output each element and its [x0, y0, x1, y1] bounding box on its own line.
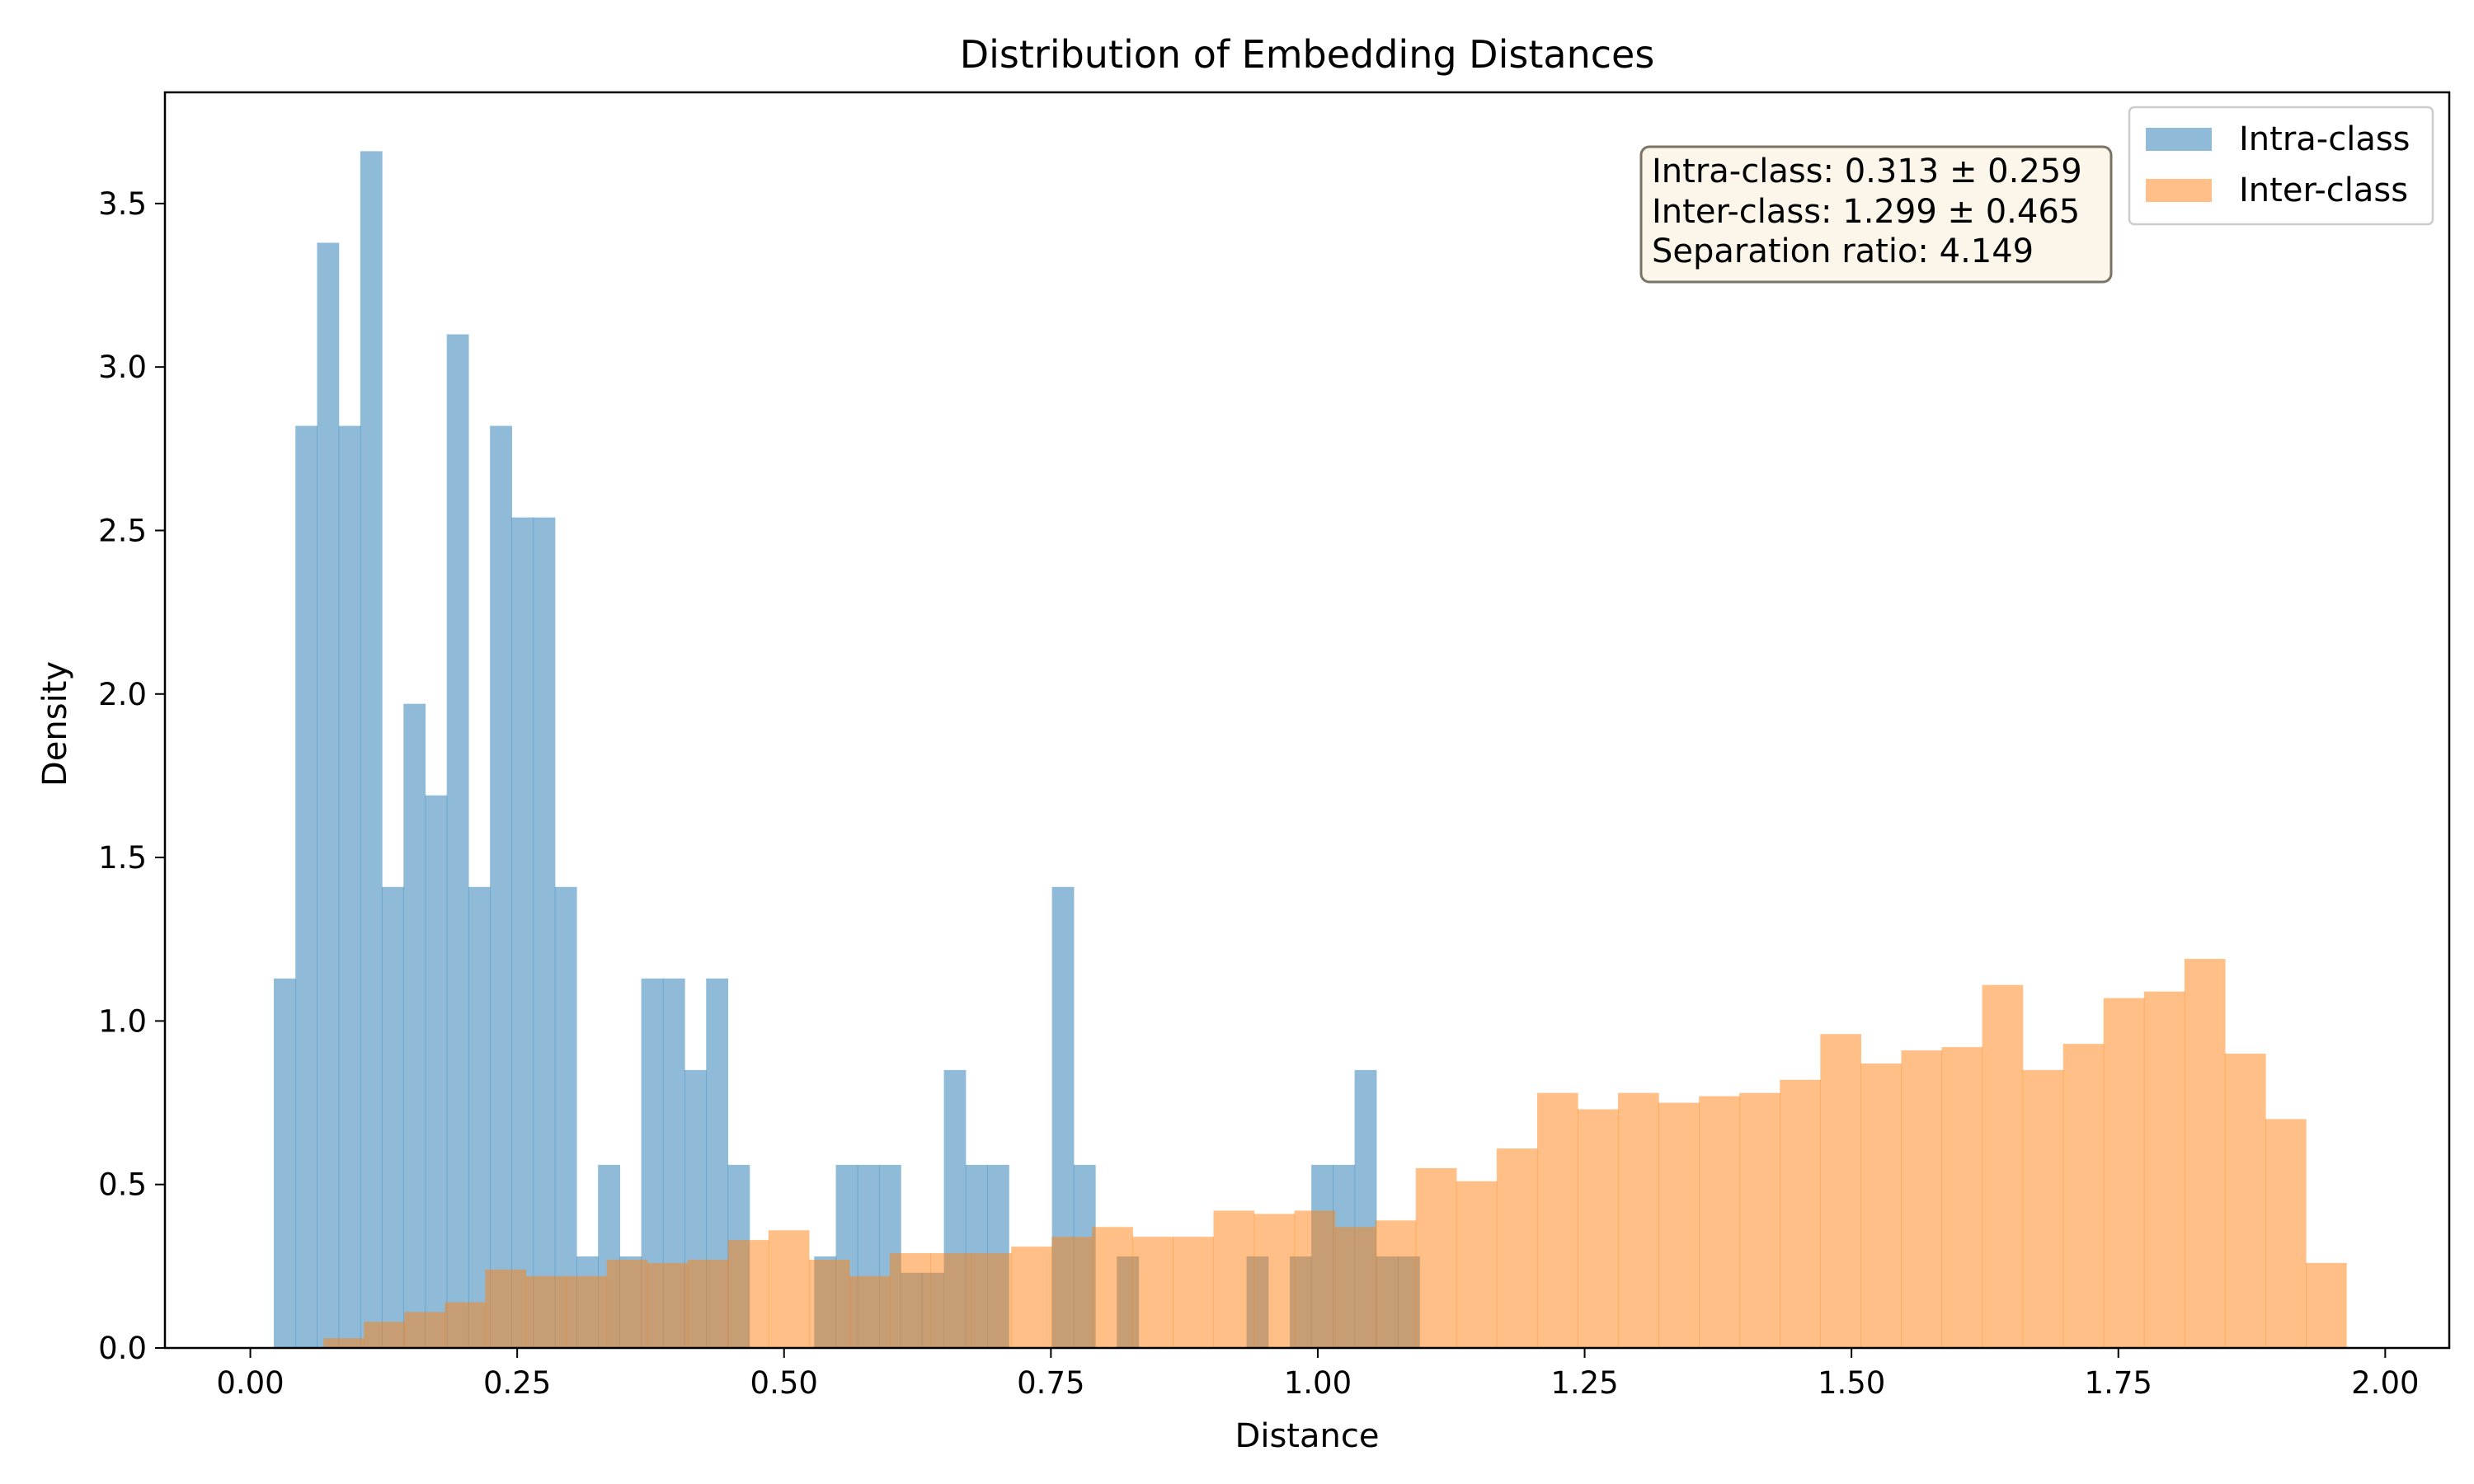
inter-class-bar: [323, 1338, 365, 1348]
inter-class-bar: [727, 1240, 769, 1348]
inter-class-bar: [1375, 1220, 1417, 1348]
inter-class-bar: [1132, 1237, 1174, 1348]
intra-class-bar: [425, 795, 448, 1348]
inter-class-bar: [2062, 1044, 2105, 1348]
inter-class-bar: [485, 1269, 527, 1348]
intra-class-bar: [317, 242, 340, 1348]
intra-class-bar: [511, 517, 534, 1348]
inter-class-bar: [2265, 1119, 2307, 1348]
inter-class-bar: [1901, 1050, 1943, 1348]
y-tick-label: 1.0: [98, 1003, 147, 1039]
legend-swatch-inter-class: [2146, 179, 2212, 202]
inter-class-bar: [930, 1252, 971, 1348]
x-tick-label: 0.25: [483, 1365, 551, 1401]
inter-class-bar: [1415, 1167, 1457, 1348]
inter-class-bar: [1739, 1092, 1780, 1348]
x-tick-label: 1.50: [1818, 1365, 1885, 1401]
inter-class-bar: [2143, 991, 2185, 1348]
y-tick-label: 2.5: [98, 513, 147, 548]
x-tick-label: 1.75: [2085, 1365, 2152, 1401]
intra-class-bar: [533, 517, 556, 1348]
inter-class-bar: [1577, 1109, 1619, 1348]
inter-class-bar: [364, 1322, 405, 1348]
inter-class-bars: [323, 959, 2347, 1348]
inter-class-bar: [1820, 1034, 1862, 1348]
x-tick-label: 0.50: [750, 1365, 818, 1401]
intra-class-bar: [338, 425, 361, 1348]
legend: Intra-class Inter-class: [2128, 106, 2434, 226]
stats-line-intra: Intra-class: 0.313 ± 0.259: [1652, 153, 2082, 190]
y-tick-label: 1.5: [98, 840, 147, 876]
legend-label-intra-class: Intra-class: [2239, 120, 2411, 158]
x-axis-label: Distance: [1235, 1417, 1380, 1455]
inter-class-bar: [1658, 1102, 1700, 1348]
x-tick-label: 1.25: [1550, 1365, 1618, 1401]
inter-class-bar: [647, 1262, 689, 1348]
y-tick-label: 3.5: [98, 186, 147, 222]
inter-class-bar: [1294, 1210, 1336, 1348]
chart-title: Distribution of Embedding Distances: [960, 32, 1655, 77]
inter-class-bar: [1051, 1237, 1093, 1348]
inter-class-bar: [1618, 1092, 1659, 1348]
inter-class-bar: [890, 1252, 931, 1348]
inter-class-bar: [1092, 1227, 1133, 1348]
x-tick-label: 2.00: [2351, 1365, 2419, 1401]
legend-swatch-intra-class: [2146, 128, 2212, 151]
y-tick-label: 2.0: [98, 677, 147, 712]
y-tick-label: 0.5: [98, 1167, 147, 1203]
x-axis-ticks: 0.00 0.25 0.50 0.75 1.00 1.25 1.50 1.75 2.00: [216, 1348, 2420, 1401]
stats-box-background: [1639, 145, 2113, 284]
inter-class-bar: [2224, 1054, 2266, 1348]
inter-class-bar: [525, 1275, 567, 1348]
inter-class-bar: [687, 1259, 729, 1348]
inter-class-bar: [404, 1312, 445, 1348]
y-axis-ticks: 0.0 0.5 1.0 1.5 2.0 2.5 3.0 3.5: [98, 186, 165, 1366]
inter-class-bar: [1780, 1079, 1821, 1348]
inter-class-bar: [2103, 998, 2145, 1348]
inter-class-bar: [1173, 1237, 1215, 1348]
stats-annotation: Intra-class: 0.313 ± 0.259 Inter-class: …: [1639, 145, 2113, 284]
inter-class-bar: [1941, 1047, 1983, 1348]
inter-class-bar: [1213, 1210, 1255, 1348]
plot-area: [274, 151, 2347, 1349]
y-tick-label: 0.0: [98, 1331, 147, 1366]
inter-class-bar: [1253, 1214, 1296, 1348]
y-axis-label: Density: [36, 661, 74, 787]
axes-frame: [163, 91, 2451, 1350]
inter-class-bar: [1860, 1063, 1903, 1348]
intra-class-bar: [295, 425, 318, 1348]
inter-class-bar: [2184, 959, 2226, 1348]
y-tick-label: 3.0: [98, 350, 147, 385]
x-tick-label: 0.75: [1017, 1365, 1084, 1401]
inter-class-bar: [1011, 1247, 1052, 1348]
intra-class-bar: [446, 334, 469, 1349]
intra-class-bar: [490, 425, 512, 1348]
intra-class-bar: [360, 151, 383, 1348]
inter-class-bar: [971, 1252, 1012, 1348]
inter-class-bar: [2306, 1262, 2347, 1348]
intra-class-bar: [554, 886, 577, 1348]
inter-class-bar: [606, 1259, 648, 1348]
stats-line-inter: Inter-class: 1.299 ± 0.465: [1652, 193, 2080, 231]
intra-class-bar: [403, 703, 426, 1348]
x-tick-label: 1.00: [1284, 1365, 1352, 1401]
inter-class-bar: [444, 1302, 487, 1348]
inter-class-bar: [1496, 1148, 1538, 1348]
inter-class-bar: [849, 1275, 891, 1348]
intra-class-bar: [274, 978, 296, 1348]
inter-class-bar: [1536, 1092, 1578, 1348]
inter-class-bar: [1699, 1096, 1740, 1348]
inter-class-bar: [1456, 1181, 1498, 1348]
x-tick-label: 0.00: [216, 1365, 284, 1401]
inter-class-bar: [1334, 1227, 1376, 1348]
inter-class-bar: [768, 1230, 810, 1348]
intra-class-bar: [382, 886, 404, 1348]
stats-line-ratio: Separation ratio: 4.149: [1652, 232, 2034, 270]
inter-class-bar: [808, 1259, 850, 1348]
inter-class-bar: [566, 1275, 608, 1348]
inter-class-bar: [2022, 1069, 2064, 1348]
legend-label-inter-class: Inter-class: [2239, 171, 2408, 209]
inter-class-bar: [1982, 984, 2024, 1348]
